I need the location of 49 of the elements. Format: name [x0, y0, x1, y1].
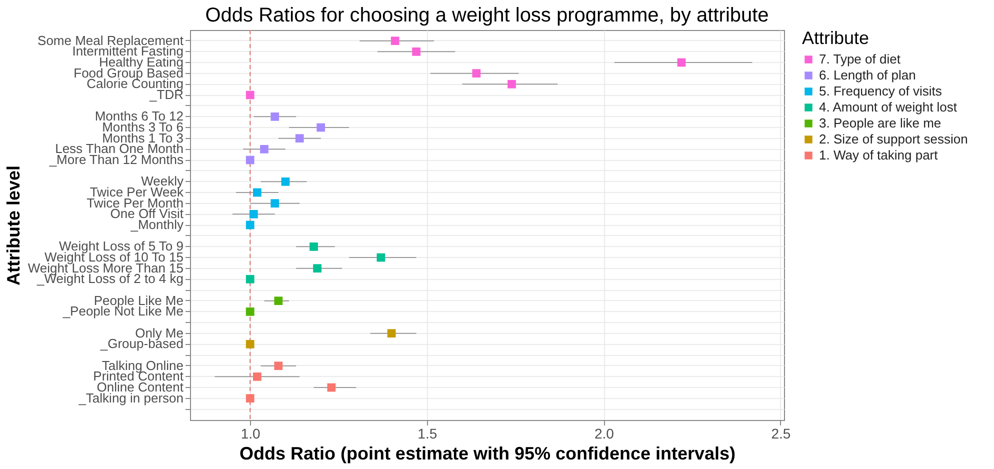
point	[274, 296, 283, 306]
legend-label: 4. Amount of weight lost	[819, 100, 958, 114]
y-axis-title: Attribute level	[4, 165, 24, 286]
point	[274, 362, 283, 370]
point	[260, 144, 268, 154]
point	[313, 264, 322, 273]
point	[252, 372, 262, 381]
y-tick-label: Some Meal Replacement	[38, 32, 184, 48]
point	[316, 123, 326, 132]
y-tick-label: _Monthly	[130, 217, 184, 232]
legend-label: 3. People are like me	[819, 116, 942, 130]
point	[246, 156, 254, 164]
y-tick-label: Weekly	[141, 174, 184, 189]
legend-label: 7. Type of diet	[819, 52, 901, 66]
legend-label: 6. Length of plan	[819, 68, 916, 82]
point	[390, 36, 400, 46]
point	[246, 307, 254, 316]
x-axis-title: Odds Ratio (point estimate with 95% confidence intervals)	[239, 444, 736, 464]
point	[246, 394, 254, 403]
chart-title: Odds Ratios for choosing a weight loss programme, by attribute	[205, 4, 769, 26]
point	[327, 383, 336, 392]
x-tick-label: 1.0	[240, 426, 261, 442]
point	[246, 274, 254, 284]
y-tick-label: Only Me	[135, 325, 184, 340]
y-tick-label: Months 3 To 6	[102, 120, 184, 134]
legend-label: 1. Way of taking part	[819, 148, 938, 162]
point	[281, 177, 290, 186]
point	[252, 188, 262, 197]
x-tick-label: 2.5	[771, 426, 791, 442]
point	[246, 220, 254, 230]
point	[376, 253, 386, 262]
point	[508, 80, 516, 88]
legend-label: 5. Frequency of visits	[819, 84, 942, 98]
point	[270, 112, 280, 121]
point	[677, 58, 686, 67]
point	[387, 329, 396, 338]
legend-title: Attribute	[802, 28, 870, 48]
point	[270, 199, 280, 208]
point	[412, 47, 420, 56]
legend-label: 2. Size of support session	[819, 132, 968, 146]
x-tick-label: 2.0	[594, 426, 614, 442]
point	[472, 69, 481, 78]
point	[310, 242, 318, 251]
y-tick-label: _More Than 12 Months	[48, 152, 184, 167]
point	[295, 134, 304, 143]
x-tick-label: 1.5	[418, 426, 438, 442]
point	[249, 210, 258, 218]
point	[246, 340, 254, 348]
point	[246, 90, 254, 100]
